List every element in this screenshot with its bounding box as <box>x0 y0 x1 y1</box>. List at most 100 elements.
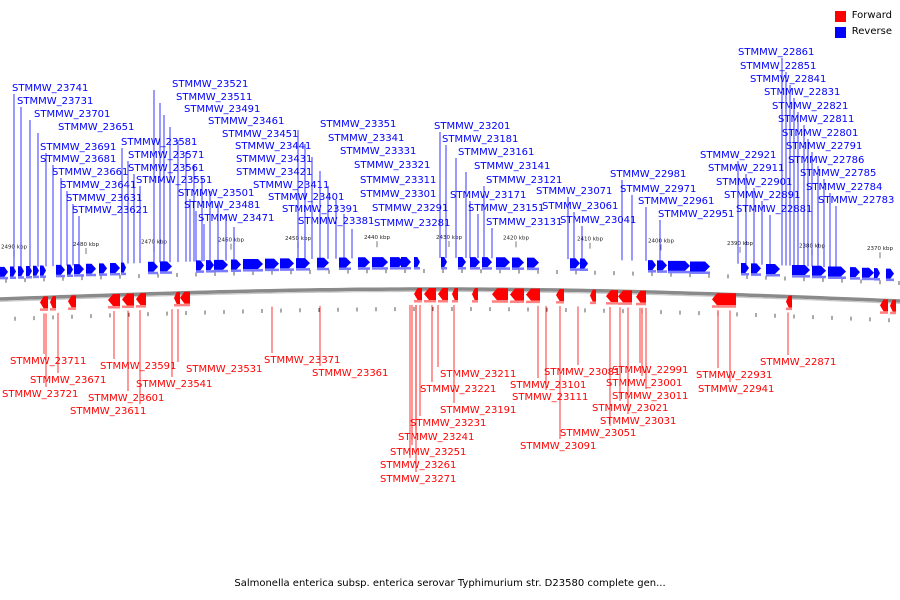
reverse-gene-arrow-shadow <box>482 267 492 270</box>
reverse-gene-arrow-shadow <box>496 267 510 270</box>
forward-gene-label: STMMW_22991 <box>612 365 688 376</box>
reverse-gene-arrow <box>18 266 24 277</box>
reverse-gene-label: STMMW_23301 <box>360 189 436 200</box>
axis-tick-label: 2410 kbp <box>577 237 603 243</box>
forward-gene-label: STMMW_22931 <box>696 370 772 381</box>
forward-gene-arrow-shadow <box>880 311 888 314</box>
forward-gene-arrow-shadow <box>174 304 180 307</box>
reverse-gene-label: STMMW_22881 <box>736 204 812 215</box>
forward-gene-arrow-shadow <box>556 301 564 304</box>
reverse-gene-arrow-shadow <box>0 276 8 280</box>
forward-gene-label: STMMW_23241 <box>398 432 474 443</box>
reverse-gene-arrow <box>10 266 16 277</box>
forward-gene-arrow-shadow <box>526 300 540 304</box>
reverse-gene-label: STMMW_22971 <box>620 184 696 195</box>
reverse-gene-label: STMMW_23171 <box>450 190 526 201</box>
reverse-gene-arrow <box>792 265 810 276</box>
forward-gene-label: STMMW_23231 <box>410 418 486 429</box>
reverse-gene-arrow-shadow <box>414 266 420 270</box>
reverse-gene-arrow-shadow <box>470 267 480 270</box>
reverse-gene-label: STMMW_23291 <box>372 203 448 214</box>
reverse-gene-label: STMMW_23321 <box>354 160 430 171</box>
reverse-gene-arrow <box>67 264 73 275</box>
forward-gene-label: STMMW_23091 <box>520 441 596 452</box>
reverse-gene-arrow <box>196 260 204 271</box>
reverse-gene-label: STMMW_23061 <box>542 201 618 212</box>
reverse-gene-arrow <box>372 257 388 268</box>
forward-gene-label: STMMW_22941 <box>698 384 774 395</box>
reverse-gene-label: STMMW_22785 <box>800 168 876 179</box>
forward-gene-arrow <box>606 290 618 303</box>
forward-gene-arrow-shadow <box>136 305 146 308</box>
axis-tick-label: 2400 kbp <box>648 238 674 244</box>
reverse-gene-label: STMMW_23041 <box>560 215 636 226</box>
reverse-gene-arrow-shadow <box>148 271 158 275</box>
reverse-gene-label: STMMW_23521 <box>172 79 248 90</box>
reverse-gene-arrow-shadow <box>10 276 16 280</box>
forward-gene-label: STMMW_23251 <box>390 447 466 458</box>
reverse-gene-arrow-shadow <box>527 267 539 271</box>
reverse-gene-arrow <box>668 260 690 271</box>
reverse-gene-arrow-shadow <box>792 275 810 278</box>
reverse-gene-arrow <box>99 263 107 274</box>
reverse-gene-label: STMMW_22786 <box>788 155 864 166</box>
forward-gene-arrow <box>414 287 422 300</box>
forward-gene-arrow-shadow <box>618 302 632 305</box>
reverse-gene-arrow <box>339 257 351 268</box>
reverse-gene-label: STMMW_23581 <box>121 137 197 148</box>
forward-gene-arrow-shadow <box>590 301 596 305</box>
reverse-gene-label: STMMW_23341 <box>328 133 404 144</box>
reverse-gene-arrow-shadow <box>317 267 329 271</box>
reverse-gene-label: STMMW_22791 <box>786 141 862 152</box>
reverse-gene-label: STMMW_22901 <box>716 177 792 188</box>
forward-gene-arrow-shadow <box>472 300 478 303</box>
forward-gene-label: STMMW_23591 <box>100 361 176 372</box>
reverse-gene-label: STMMW_23511 <box>176 92 252 103</box>
reverse-gene-label: STMMW_22783 <box>818 195 894 206</box>
forward-gene-arrow-shadow <box>180 303 190 307</box>
reverse-gene-arrow <box>766 263 780 274</box>
reverse-gene-arrow <box>458 257 466 268</box>
genome-backbone <box>0 287 900 303</box>
forward-gene-label: STMMW_22871 <box>760 357 836 368</box>
forward-gene-arrow-shadow <box>492 300 508 303</box>
reverse-gene-arrow-shadow <box>874 278 880 281</box>
axis-tick-label: 2460 kbp <box>218 238 244 244</box>
forward-gene-arrow-shadow <box>50 308 56 311</box>
reverse-gene-label: STMMW_22891 <box>724 190 800 201</box>
reverse-gene-label: STMMW_22784 <box>806 182 882 193</box>
reverse-gene-arrow-shadow <box>741 272 749 276</box>
reverse-gene-arrow-shadow <box>214 269 228 273</box>
forward-gene-label: STMMW_23221 <box>420 384 496 395</box>
reverse-gene-arrow-shadow <box>862 277 874 281</box>
reverse-gene-arrow-shadow <box>668 270 690 274</box>
reverse-gene-arrow-shadow <box>390 267 404 270</box>
reverse-gene-arrow <box>570 258 580 269</box>
reverse-gene-label: STMMW_23491 <box>184 104 260 115</box>
forward-gene-arrow-shadow <box>712 305 736 308</box>
reverse-gene-label: STMMW_23461 <box>208 116 284 127</box>
reverse-gene-label: STMMW_23621 <box>72 205 148 216</box>
reverse-gene-arrow-shadow <box>690 271 710 274</box>
forward-gene-arrow <box>526 288 540 301</box>
reverse-gene-arrow-shadow <box>850 277 860 280</box>
reverse-gene-label: STMMW_23331 <box>340 146 416 157</box>
reverse-gene-arrow <box>401 257 411 268</box>
reverse-gene-arrow-shadow <box>243 269 263 272</box>
reverse-gene-arrow-shadow <box>18 276 24 279</box>
forward-gene-arrow-shadow <box>606 302 618 305</box>
reverse-gene-arrow <box>110 262 120 273</box>
reverse-gene-arrow <box>358 257 370 268</box>
reverse-gene-arrow-shadow <box>812 275 826 279</box>
reverse-gene-arrow <box>862 267 874 278</box>
reverse-gene-label: STMMW_23731 <box>17 96 93 107</box>
forward-gene-arrow-shadow <box>108 305 120 309</box>
reverse-gene-label: STMMW_23441 <box>235 141 311 152</box>
forward-gene-label: STMMW_23371 <box>264 355 340 366</box>
reverse-gene-label: STMMW_23661 <box>52 167 128 178</box>
reverse-gene-label: STMMW_22841 <box>750 74 826 85</box>
reverse-gene-arrow-shadow <box>339 267 351 270</box>
forward-gene-label: STMMW_23211 <box>440 369 516 380</box>
reverse-gene-label: STMMW_23071 <box>536 186 612 197</box>
genome-backbone-shadow <box>0 290 900 304</box>
